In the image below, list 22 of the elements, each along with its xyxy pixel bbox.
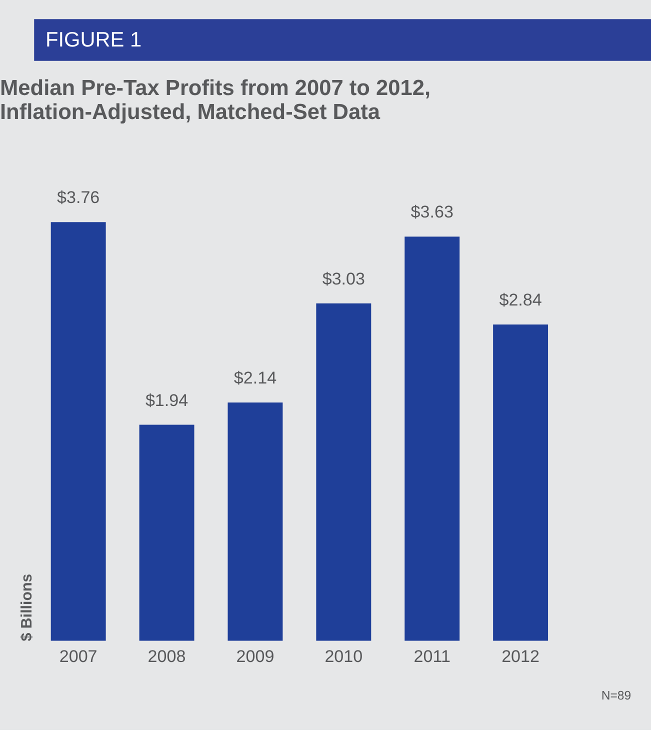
bar bbox=[404, 236, 460, 641]
chart-title: Median Pre-Tax Profits from 2007 to 2012, Inflation-Adjusted, Matched-Set Data bbox=[0, 75, 431, 124]
data-label: $2.84 bbox=[499, 290, 542, 310]
bar bbox=[228, 402, 283, 641]
caption: FIGURE 1 bbox=[45, 28, 142, 52]
bar bbox=[493, 324, 548, 641]
x-tick-label: 2011 bbox=[414, 647, 450, 666]
x-tick-label: 2007 bbox=[59, 647, 98, 666]
data-label: $3.76 bbox=[57, 188, 100, 208]
bar bbox=[316, 303, 372, 641]
data-label: $3.03 bbox=[322, 269, 365, 288]
x-tick-label: 2008 bbox=[148, 647, 186, 666]
bar bbox=[139, 424, 194, 641]
data-label: $1.94 bbox=[145, 390, 188, 410]
y-axis-title: $ Billions bbox=[18, 574, 36, 642]
data-label: $3.63 bbox=[410, 202, 454, 222]
x-tick-label: 2010 bbox=[324, 647, 363, 666]
x-tick-label: 2012 bbox=[502, 647, 540, 666]
text: N=89 bbox=[601, 688, 632, 702]
data-label: $2.14 bbox=[234, 368, 277, 388]
bar bbox=[50, 222, 106, 641]
x-tick-label: 2009 bbox=[236, 647, 274, 666]
